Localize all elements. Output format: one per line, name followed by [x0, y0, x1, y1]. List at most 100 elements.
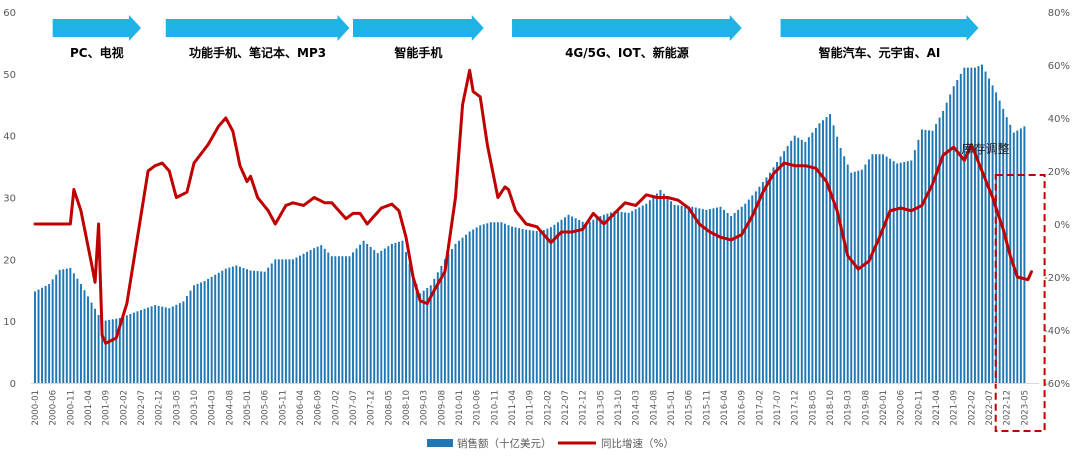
sales-bar: [655, 193, 658, 383]
sales-bar: [224, 268, 227, 383]
sales-bar: [196, 283, 199, 383]
sales-bar: [277, 259, 280, 383]
sales-bar: [337, 256, 340, 383]
sales-bar: [65, 268, 68, 383]
sales-bar: [164, 307, 167, 383]
x-axis-tick-label: 2001-04: [84, 390, 94, 426]
sales-bar: [253, 270, 256, 383]
legend-line-label: 同比增速（%）: [601, 437, 674, 450]
sales-bar: [606, 213, 609, 383]
x-axis-tick-label: 2022-12: [1003, 390, 1013, 426]
x-axis-tick-label: 2020-01: [879, 390, 889, 426]
sales-bar: [72, 273, 75, 383]
sales-bar: [200, 282, 203, 383]
sales-bar: [373, 250, 376, 383]
sales-bar: [521, 228, 524, 383]
x-axis-tick-label: 2002-12: [155, 390, 165, 426]
sales-bar: [376, 253, 379, 383]
x-axis-tick-label: 2001-09: [102, 390, 112, 426]
sales-bar: [719, 206, 722, 383]
sales-bar: [786, 145, 789, 383]
sales-bar: [875, 154, 877, 383]
sales-bar: [634, 209, 637, 383]
sales-bar: [878, 154, 881, 383]
sales-bar: [836, 136, 839, 383]
sales-bar: [465, 234, 468, 383]
sales-bar: [648, 200, 651, 383]
sales-bar: [701, 209, 704, 383]
sales-bar: [924, 129, 927, 383]
sales-bar: [168, 308, 171, 383]
sales-bar: [412, 274, 415, 383]
left-axis: 0 10 20 30 40 50 60: [3, 8, 16, 390]
sales-bar: [599, 216, 602, 383]
sales-bar: [620, 212, 623, 383]
sales-bar: [302, 253, 305, 383]
right-axis: -60% -40% -20% 0% 20% 40% 60% 80%: [1044, 8, 1070, 390]
sales-bar: [617, 211, 620, 383]
sales-bar: [726, 212, 729, 383]
sales-bar: [772, 167, 775, 383]
bar-series: [34, 64, 1026, 384]
sales-bar: [966, 67, 969, 384]
x-axis-tick-label: 2021-04: [932, 390, 942, 426]
sales-bar: [818, 123, 821, 384]
sales-bar: [436, 272, 439, 383]
sales-bar: [178, 303, 181, 383]
sales-bar: [87, 296, 89, 383]
line-series: [33, 68, 1033, 345]
sales-bar: [977, 66, 980, 383]
sales-bar: [447, 254, 450, 383]
sales-bar: [988, 78, 991, 383]
x-axis-tick-label: 2013-10: [614, 390, 624, 426]
sales-bar: [797, 137, 800, 383]
sales-bar: [260, 271, 263, 383]
x-axis-tick-label: 2015-01: [667, 390, 677, 426]
x-axis-tick-label: 2014-08: [649, 390, 659, 426]
legend: 销售额（十亿美元） 同比增速（%）: [427, 437, 674, 450]
x-axis-tick-label: 2023-05: [1020, 390, 1030, 426]
sales-bar: [585, 223, 588, 383]
sales-bar: [574, 218, 577, 383]
sales-bar: [51, 279, 54, 383]
phase-arrow: [780, 15, 979, 41]
sales-bar: [511, 226, 513, 383]
sales-bar: [299, 255, 301, 383]
sales-bar: [793, 135, 796, 383]
x-axis-tick-label: 2007-12: [367, 390, 377, 426]
sales-bar: [747, 199, 750, 383]
x-axis-tick-label: 2010-01: [455, 390, 465, 426]
sales-bar: [952, 86, 955, 383]
sales-bar: [458, 240, 460, 383]
sales-bar: [673, 204, 676, 383]
x-axis-tick-label: 2005-11: [278, 390, 288, 426]
sales-bar: [892, 161, 895, 383]
sales-bar: [663, 193, 665, 383]
sales-bar: [472, 229, 475, 383]
sales-bar: [426, 287, 429, 383]
sales-bar: [309, 250, 312, 383]
sales-bar: [832, 125, 835, 384]
sales-bar: [765, 177, 768, 383]
sales-bar: [48, 284, 51, 383]
sales-bar: [62, 269, 65, 383]
sales-bar: [680, 205, 683, 383]
sales-bar: [55, 274, 58, 383]
sales-bar: [450, 249, 453, 383]
x-axis-tick-label: 2006-04: [296, 390, 306, 426]
sales-bar: [150, 306, 153, 383]
sales-bar: [101, 321, 104, 383]
sales-bar: [323, 248, 326, 383]
x-axis-tick-label: 2014-03: [632, 390, 642, 426]
sales-bar: [769, 172, 771, 383]
sales-bar: [889, 158, 892, 383]
sales-bar: [369, 246, 372, 383]
sales-bar: [486, 223, 489, 383]
sales-bar: [249, 270, 252, 383]
sales-bar: [482, 224, 485, 383]
sales-bar: [829, 114, 832, 383]
sales-bar: [115, 318, 118, 383]
sales-bar: [291, 259, 294, 383]
sales-bar: [111, 319, 114, 383]
left-axis-tick-label: 50: [3, 70, 16, 81]
